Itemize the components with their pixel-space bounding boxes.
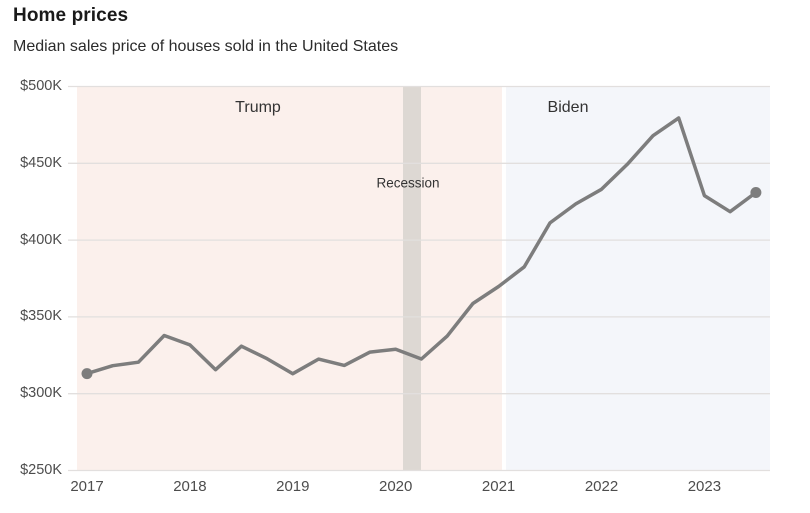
y-tick-label: $300K	[20, 385, 62, 402]
trump-era-label: Trump	[235, 99, 281, 116]
y-tick-label: $500K	[20, 78, 62, 94]
endpoint-marker	[750, 187, 762, 198]
y-tick-label: $350K	[20, 308, 62, 325]
y-tick-label: $450K	[20, 154, 62, 171]
x-tick-label: 2021	[481, 478, 516, 495]
recession-region	[402, 87, 422, 471]
endpoint-marker	[81, 368, 93, 380]
recession-label: Recession	[376, 175, 440, 191]
biden-era-label: Biden	[547, 99, 589, 116]
y-tick-label: $250K	[20, 462, 62, 478]
x-axis: 2017 2018 2019 2020 2021 2022 2023	[0, 478, 810, 498]
y-tick-label: $400K	[20, 231, 62, 248]
price-line	[85, 116, 758, 376]
y-axis: $500K $450K $400K $350K $300K $250K	[0, 0, 62, 513]
chart-title: Home prices	[13, 5, 129, 26]
x-tick-label: 2022	[584, 478, 619, 495]
x-tick-label: 2020	[379, 478, 413, 495]
x-tick-label: 2018	[173, 478, 207, 495]
chart-subtitle: Median sales price of houses sold in the…	[13, 38, 399, 55]
x-tick-label: 2023	[687, 478, 722, 495]
x-tick-label: 2017	[70, 478, 104, 495]
x-tick-label: 2019	[276, 478, 310, 495]
trump-region	[76, 87, 502, 471]
